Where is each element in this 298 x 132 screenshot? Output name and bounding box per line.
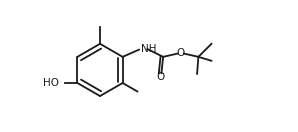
Text: HO: HO (43, 78, 59, 88)
Text: O: O (156, 72, 164, 82)
Text: NH: NH (141, 44, 156, 54)
Text: O: O (177, 48, 185, 58)
